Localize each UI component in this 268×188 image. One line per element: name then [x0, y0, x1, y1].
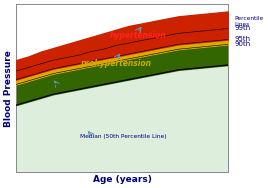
Text: Median (50th Percentile Line): Median (50th Percentile Line) — [80, 134, 166, 139]
Text: normal: normal — [37, 81, 67, 90]
Y-axis label: Blood Pressure: Blood Pressure — [4, 50, 13, 127]
Text: Percentile
Lines: Percentile Lines — [235, 16, 264, 27]
Text: 95th: 95th — [235, 36, 251, 42]
Text: prehypertension: prehypertension — [80, 59, 151, 68]
X-axis label: Age (years): Age (years) — [93, 175, 152, 184]
Text: 99th: 99th — [235, 26, 251, 32]
Text: 90th: 90th — [235, 41, 251, 47]
Text: hypertension: hypertension — [109, 31, 166, 40]
